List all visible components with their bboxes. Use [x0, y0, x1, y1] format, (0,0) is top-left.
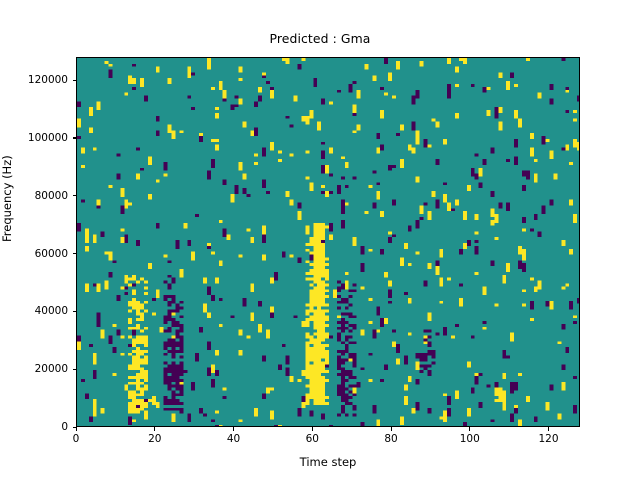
y-tick-mark	[72, 195, 76, 197]
x-tick-mark	[311, 427, 313, 431]
y-tick-label: 80000	[34, 189, 68, 202]
y-tick-mark	[72, 426, 76, 428]
y-tick-label: 120000	[27, 74, 68, 87]
x-tick-label: 120	[538, 433, 559, 445]
x-tick-mark	[154, 427, 156, 431]
y-tick-mark	[72, 79, 76, 81]
y-tick-label: 40000	[34, 305, 68, 318]
y-tick-mark	[72, 310, 76, 312]
y-tick-label: 20000	[34, 363, 68, 376]
heatmap-image	[77, 58, 579, 426]
x-tick-label: 20	[148, 433, 162, 445]
y-tick-mark	[72, 137, 76, 139]
y-tick-label: 60000	[34, 247, 68, 260]
y-tick-label: 0	[61, 421, 68, 433]
x-tick-label: 100	[459, 433, 480, 445]
x-tick-mark	[75, 427, 77, 431]
y-tick-label: 100000	[27, 131, 68, 144]
x-axis-label: Time step	[299, 455, 357, 469]
page-title: Predicted : Gma	[269, 31, 371, 46]
x-tick-mark	[469, 427, 471, 431]
x-tick-mark	[233, 427, 235, 431]
y-tick-mark	[72, 253, 76, 255]
heatmap-plot-area	[76, 57, 580, 427]
y-tick-mark	[72, 368, 76, 370]
x-tick-label: 0	[72, 433, 80, 445]
x-tick-label: 60	[305, 433, 319, 445]
x-tick-mark	[548, 427, 550, 431]
x-tick-label: 80	[384, 433, 398, 445]
x-tick-label: 40	[226, 433, 241, 445]
y-axis-label: Frequency (Hz)	[0, 155, 14, 242]
x-tick-mark	[390, 427, 392, 431]
